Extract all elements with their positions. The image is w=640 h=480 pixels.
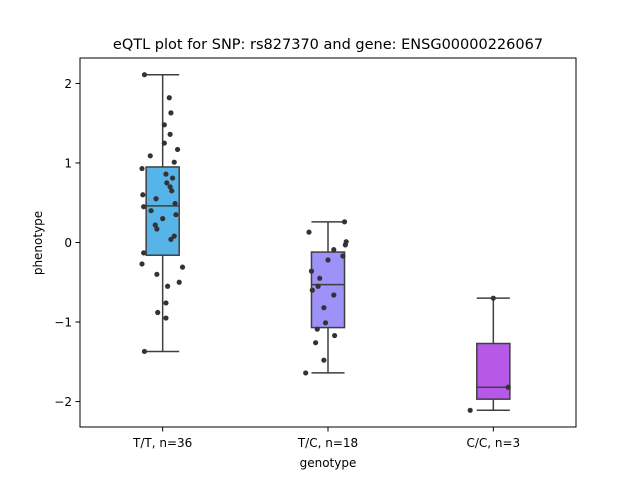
- data-point: [147, 153, 153, 159]
- data-point: [160, 216, 166, 222]
- box: [476, 342, 511, 400]
- data-point: [140, 192, 146, 198]
- data-point: [340, 253, 346, 259]
- data-point: [306, 229, 312, 235]
- data-point: [163, 171, 169, 177]
- points-group-3: [467, 295, 511, 413]
- data-point: [166, 95, 172, 101]
- data-point: [317, 275, 323, 281]
- data-point: [141, 348, 148, 355]
- data-point: [165, 283, 171, 289]
- data-point: [173, 212, 179, 218]
- data-point: [332, 332, 338, 339]
- data-point: [163, 315, 169, 321]
- data-point: [321, 357, 327, 363]
- data-point: [314, 326, 320, 332]
- data-point: [168, 110, 174, 116]
- chart-title: eQTL plot for SNP: rs827370 and gene: EN…: [113, 37, 543, 53]
- data-point: [171, 233, 177, 239]
- data-point: [176, 279, 182, 285]
- y-tick-label: 0: [64, 236, 72, 250]
- data-point: [172, 200, 178, 207]
- data-point: [321, 305, 327, 311]
- data-point: [331, 247, 337, 253]
- data-point: [167, 131, 173, 137]
- data-point: [171, 159, 177, 165]
- data-point: [505, 384, 511, 390]
- y-axis-label: phenotype: [31, 211, 45, 275]
- data-point: [168, 236, 174, 242]
- data-point: [164, 180, 170, 186]
- data-point: [141, 204, 147, 210]
- data-point: [174, 146, 181, 153]
- data-point: [155, 309, 161, 316]
- data-point: [167, 184, 173, 190]
- data-point: [322, 320, 329, 326]
- data-point: [313, 340, 319, 346]
- box-group-2: [310, 221, 346, 374]
- x-axis-label: genotype: [300, 456, 357, 470]
- data-point: [467, 407, 473, 413]
- data-point: [161, 140, 167, 146]
- data-point: [141, 72, 148, 78]
- data-point: [139, 261, 145, 267]
- data-point: [141, 250, 147, 256]
- data-point: [490, 295, 496, 301]
- data-point: [341, 219, 348, 225]
- y-tick-label: −1: [54, 316, 72, 330]
- y-tick-label: −2: [54, 395, 72, 409]
- data-point: [139, 165, 145, 172]
- data-point: [331, 292, 337, 298]
- plot-area: [139, 72, 511, 413]
- data-point: [148, 208, 154, 214]
- x-tick-label: C/C, n=3: [466, 436, 520, 450]
- points-group-1: [139, 72, 186, 355]
- data-point: [153, 196, 159, 202]
- box: [310, 251, 346, 329]
- data-point: [179, 264, 186, 270]
- data-point: [309, 287, 315, 293]
- data-point: [169, 188, 175, 194]
- data-point: [161, 122, 167, 128]
- y-tick-label: 1: [64, 156, 72, 170]
- data-point: [315, 283, 321, 289]
- x-tick-label: T/T, n=36: [132, 436, 192, 450]
- x-tick-label: T/C, n=18: [297, 436, 358, 450]
- data-point: [342, 242, 348, 248]
- data-point: [303, 370, 309, 376]
- data-point: [163, 300, 169, 306]
- data-point: [169, 175, 176, 181]
- data-point: [152, 222, 158, 228]
- axes: −2 −1 0 1 2 T/T, n=36 T/C, n=18 C/C, n=3: [54, 77, 520, 450]
- points-group-2: [303, 219, 349, 376]
- y-tick-label: 2: [64, 77, 72, 91]
- data-point: [308, 268, 315, 274]
- data-point: [154, 271, 160, 277]
- box-group-3: [476, 297, 511, 412]
- data-point: [325, 257, 331, 263]
- data-point: [154, 226, 160, 232]
